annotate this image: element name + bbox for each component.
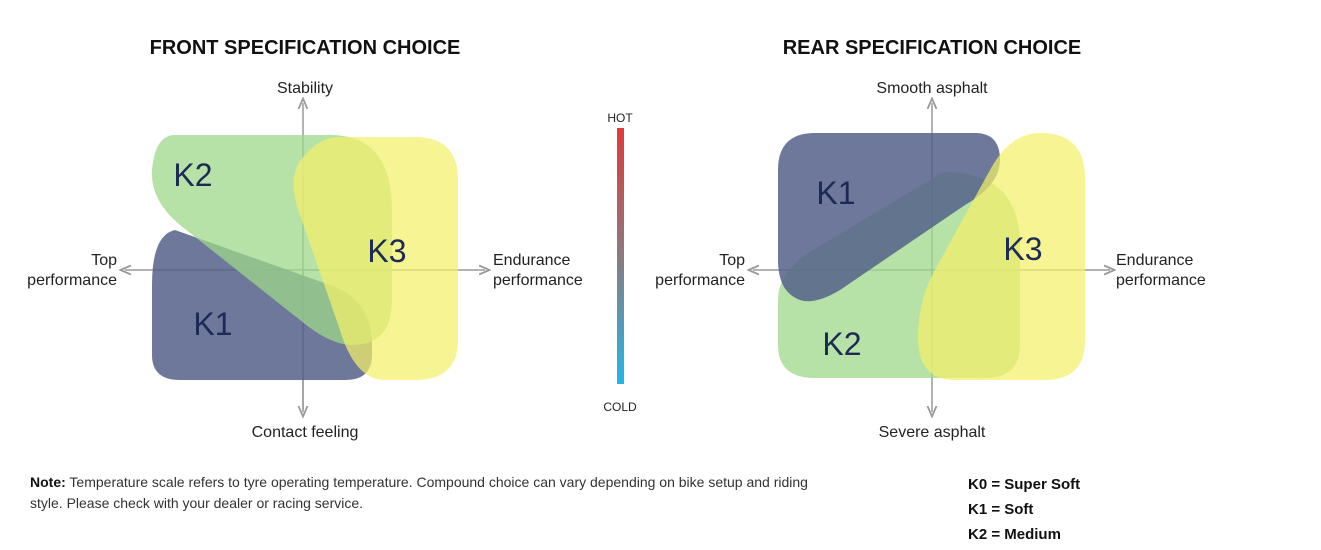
rear-diagram: REAR SPECIFICATION CHOICE K1 K2 K3 Smoot…	[655, 37, 1206, 441]
temperature-note: Note: Temperature scale refers to tyre o…	[30, 472, 810, 514]
rear-title: REAR SPECIFICATION CHOICE	[783, 37, 1082, 59]
note-text: Temperature scale refers to tyre operati…	[30, 474, 808, 511]
temperature-gradient-bar	[617, 128, 624, 384]
front-k1-zone	[152, 230, 372, 380]
front-diagram: FRONT SPECIFICATION CHOICE K2 K1 K3 Stab…	[27, 37, 583, 441]
scale-hot-label: HOT	[607, 111, 633, 125]
rear-k3-label: K3	[1003, 231, 1042, 267]
rear-axis-top-label: Smooth asphalt	[876, 80, 988, 97]
legend-item-k1: K1 = Soft	[968, 501, 1034, 518]
front-k1-label: K1	[193, 306, 232, 342]
rear-axis-right-label-1: Endurance	[1116, 252, 1193, 269]
rear-axis-left-label-2: performance	[655, 272, 745, 289]
rear-k3-zone	[918, 133, 1085, 380]
temperature-scale: HOT COLD	[603, 111, 637, 414]
front-k3-label: K3	[367, 233, 406, 269]
compound-legend: K0 = Super Soft K1 = Soft K2 = Medium	[968, 472, 1080, 547]
front-k3-zone	[293, 137, 458, 380]
front-axis-right-label-1: Endurance	[493, 252, 570, 269]
front-axis-top-label: Stability	[277, 80, 333, 97]
rear-axis-bottom-label: Severe asphalt	[879, 424, 986, 441]
note-label: Note:	[30, 474, 66, 490]
front-axis-left-label-2: performance	[27, 272, 117, 289]
rear-k1-zone	[778, 133, 1000, 302]
rear-axis-right-label-2: performance	[1116, 272, 1206, 289]
scale-cold-label: COLD	[603, 400, 637, 414]
front-axis-right-label-2: performance	[493, 272, 583, 289]
rear-k1-label: K1	[816, 175, 855, 211]
front-axis-left-label-1: Top	[91, 252, 117, 269]
rear-axis-left-label-1: Top	[719, 252, 745, 269]
front-k2-label: K2	[173, 157, 212, 193]
rear-k2-label: K2	[822, 326, 861, 362]
front-title: FRONT SPECIFICATION CHOICE	[150, 37, 461, 59]
front-axis-bottom-label: Contact feeling	[252, 424, 359, 441]
legend-item-k2: K2 = Medium	[968, 526, 1061, 543]
legend-item-k0: K0 = Super Soft	[968, 476, 1081, 493]
